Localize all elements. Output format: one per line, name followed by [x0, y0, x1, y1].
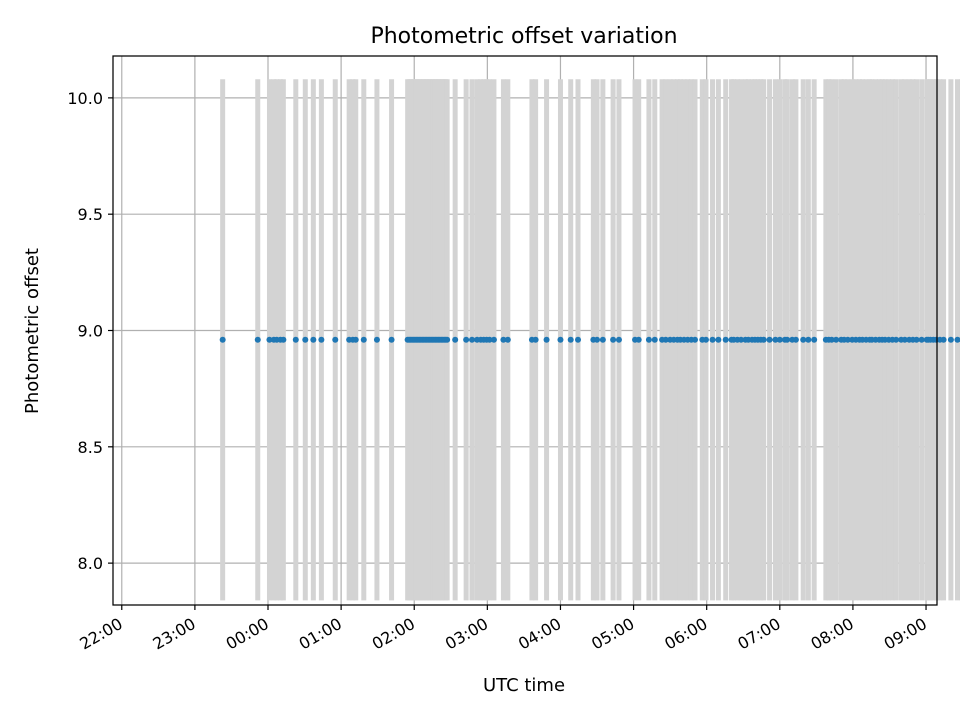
data-point — [486, 336, 493, 343]
data-point — [373, 336, 380, 343]
data-point — [954, 336, 960, 343]
data-point — [833, 336, 840, 343]
x-tick-label: 03:00 — [442, 614, 491, 654]
data-point — [310, 336, 317, 343]
x-tick-label: 06:00 — [661, 614, 710, 654]
data-point — [532, 336, 539, 343]
data-point — [254, 336, 261, 343]
data-point — [784, 336, 791, 343]
data-point — [792, 336, 799, 343]
data-point — [844, 336, 851, 343]
data-point — [318, 336, 325, 343]
data-point — [828, 336, 835, 343]
data-point — [452, 336, 459, 343]
data-point — [760, 336, 767, 343]
data-point — [691, 336, 698, 343]
data-point — [940, 336, 947, 343]
data-point — [504, 336, 511, 343]
x-axis-ticks: 22:00 23:00 00:00 01:00 02:00 03:00 04:00 05:00… — [76, 605, 930, 654]
data-point — [947, 336, 954, 343]
data-point — [610, 336, 617, 343]
data-point — [645, 336, 652, 343]
data-point — [918, 336, 925, 343]
data-point — [811, 336, 818, 343]
data-point — [444, 336, 451, 343]
data-point — [776, 336, 783, 343]
data-point — [722, 336, 729, 343]
data-point — [772, 336, 779, 343]
x-tick-label: 01:00 — [296, 614, 345, 654]
data-point — [594, 336, 601, 343]
y-tick-label: 8.0 — [78, 554, 103, 573]
x-tick-label: 09:00 — [881, 614, 930, 654]
data-point — [352, 336, 359, 343]
x-tick-label: 05:00 — [588, 614, 637, 654]
data-point — [463, 336, 470, 343]
data-point — [500, 336, 507, 343]
data-point — [388, 336, 395, 343]
data-point — [567, 336, 574, 343]
x-tick-label: 23:00 — [149, 614, 198, 654]
data-points — [219, 336, 960, 343]
x-tick-label: 22:00 — [76, 614, 125, 654]
data-point — [266, 336, 273, 343]
x-tick-label: 08:00 — [807, 614, 856, 654]
data-point — [805, 336, 812, 343]
chart-title: Photometric offset variation — [370, 24, 677, 49]
data-point — [635, 336, 642, 343]
data-point — [709, 336, 716, 343]
data-point — [662, 336, 669, 343]
x-axis-label: UTC time — [483, 675, 565, 696]
y-tick-label: 10.0 — [67, 89, 103, 108]
data-point — [219, 336, 226, 343]
data-point — [575, 336, 582, 343]
data-point — [599, 336, 606, 343]
data-point — [490, 336, 497, 343]
data-point — [901, 336, 908, 343]
x-tick-label: 02:00 — [369, 614, 418, 654]
data-point — [651, 336, 658, 343]
data-point — [468, 336, 475, 343]
y-tick-label: 9.0 — [78, 322, 103, 341]
data-point — [302, 336, 309, 343]
y-tick-label: 8.5 — [78, 438, 103, 457]
y-tick-label: 9.5 — [78, 205, 103, 224]
y-axis-label: Photometric offset — [22, 248, 43, 414]
y-axis-ticks: 8.0 8.5 9.0 9.5 10.0 — [67, 89, 113, 573]
data-point — [292, 336, 299, 343]
data-point — [893, 336, 900, 343]
data-point — [615, 336, 622, 343]
data-point — [800, 336, 807, 343]
data-point — [913, 336, 920, 343]
x-tick-label: 04:00 — [515, 614, 564, 654]
x-tick-label: 07:00 — [734, 614, 783, 654]
data-point — [280, 336, 287, 343]
data-point — [543, 336, 550, 343]
data-point — [738, 336, 745, 343]
data-point — [702, 336, 709, 343]
data-point — [766, 336, 773, 343]
data-point — [557, 336, 564, 343]
x-tick-label: 00:00 — [223, 614, 272, 654]
data-point — [715, 336, 722, 343]
data-point — [360, 336, 367, 343]
data-point — [332, 336, 339, 343]
